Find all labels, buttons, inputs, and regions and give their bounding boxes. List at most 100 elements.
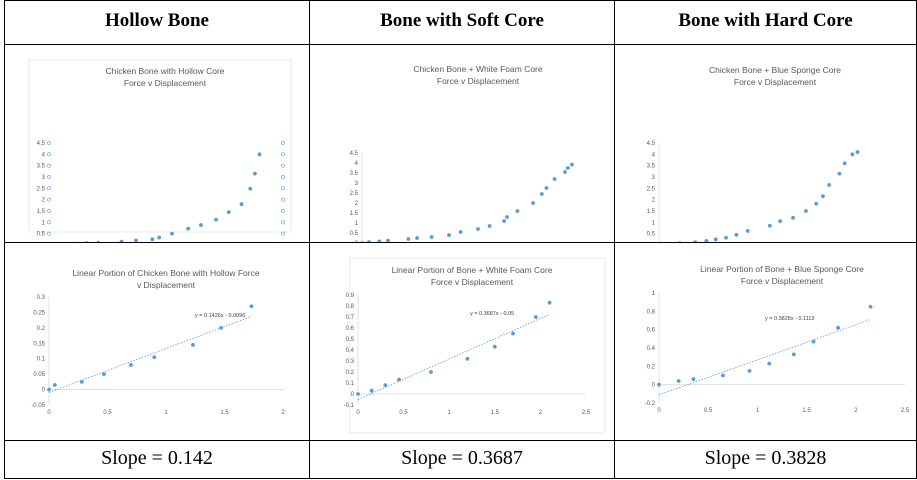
y-tick-label: -0.2 [645, 401, 656, 407]
y-tick-label: 0.5 [37, 232, 46, 238]
y-tick-label: 1 [652, 220, 656, 226]
y-axis-marker [281, 209, 285, 213]
y-tick-label: 0.6 [647, 328, 656, 334]
data-point [492, 344, 497, 349]
chart-subtitle: Force v Displacement [741, 276, 824, 286]
x-tick-label: 2 [281, 410, 285, 416]
slope-hard: Slope = 0.3828 [614, 440, 917, 479]
y-tick-label: 3.5 [350, 171, 359, 177]
data-point [377, 239, 382, 242]
y-tick-label: 0.2 [647, 364, 656, 370]
y-tick-label: 1.5 [37, 209, 46, 215]
y-tick-label: 0.1 [37, 357, 46, 363]
y-axis-marker [47, 209, 51, 213]
trendline-equation: y = 0.1426x - 0.0096 [195, 313, 245, 319]
chart-title: Linear Portion of Bone + Blue Sponge Cor… [700, 264, 864, 274]
y-axis-marker [281, 197, 285, 202]
y-tick-label: 4 [652, 152, 656, 158]
data-point [811, 339, 816, 344]
linear-portion-row: Linear Portion of Chicken Bone with Holl… [4, 242, 917, 441]
x-tick-label: 1 [448, 410, 452, 416]
trendline [658, 319, 871, 396]
y-tick-label: 4 [355, 161, 359, 167]
data-point [406, 237, 411, 241]
data-point [566, 166, 570, 170]
x-tick-label: 2 [854, 408, 858, 414]
data-point [102, 372, 106, 377]
x-tick-label: 0.5 [704, 408, 713, 414]
slope-soft: Slope = 0.3687 [309, 440, 615, 479]
trendline [357, 313, 550, 400]
data-point [150, 237, 155, 242]
data-point [429, 235, 434, 239]
y-axis-marker [47, 152, 51, 157]
y-tick-label: 3.5 [647, 164, 656, 170]
y-tick-label: 0.5 [350, 231, 359, 237]
x-tick-label: 1.5 [220, 410, 229, 416]
y-tick-label: 0 [42, 388, 46, 394]
y-tick-label: 0.05 [33, 372, 45, 378]
data-point [724, 235, 728, 240]
y-axis-marker [281, 231, 285, 236]
y-axis-marker [281, 186, 285, 191]
data-point [134, 238, 138, 242]
x-tick-label: 2.5 [901, 408, 910, 414]
data-point [531, 201, 535, 205]
y-tick-label: 0.3 [346, 359, 355, 365]
y-axis-marker [47, 186, 51, 191]
x-tick-label: 0.5 [103, 410, 112, 416]
data-point [415, 236, 419, 240]
chart-title: Chicken Bone + Blue Sponge Core [709, 65, 841, 75]
cell-hollow-full: Chicken Bone with Hollow Core Force v Dis… [4, 44, 310, 243]
data-point [458, 230, 463, 234]
data-point [356, 392, 360, 396]
data-point [515, 209, 520, 213]
y-tick-label: 0.4 [647, 346, 656, 352]
y-tick-label: 0.15 [33, 341, 45, 347]
chart-hard-linear: Linear Portion of Bone + Blue Sponge Cor… [645, 264, 910, 414]
data-point [191, 342, 195, 347]
data-point [778, 219, 783, 224]
data-point [239, 202, 244, 207]
y-axis-marker [281, 152, 285, 157]
y-tick-label: 0.9 [346, 293, 355, 299]
y-tick-label: 3 [42, 175, 46, 181]
data-point [842, 161, 847, 166]
y-axis-marker [281, 175, 285, 179]
trendline [48, 316, 252, 393]
y-tick-label: 0.5 [346, 337, 355, 343]
x-tick-label: 1 [756, 408, 760, 414]
data-point [129, 362, 133, 367]
y-tick-label: 2 [355, 201, 359, 207]
data-point [360, 241, 364, 242]
y-tick-label: 1.5 [647, 209, 656, 215]
chart-title: Linear Portion of Chicken Bone with Holl… [72, 268, 259, 278]
x-tick-label: 0 [657, 408, 661, 414]
chart-hard-full: Chicken Bone + Blue Sponge Core Force v D… [647, 65, 860, 242]
y-tick-label: 3 [652, 175, 656, 181]
data-point [713, 237, 718, 242]
data-point [747, 369, 752, 373]
y-axis-marker [281, 141, 285, 145]
data-point [257, 152, 262, 157]
y-tick-label: 2 [652, 198, 656, 204]
y-tick-label: 3 [355, 181, 359, 187]
data-point [704, 239, 709, 242]
header-hard-core: Bone with Hard Core [614, 0, 917, 45]
data-point [397, 377, 401, 382]
data-point [676, 379, 681, 383]
chart-subtitle: v Displacement [137, 280, 196, 290]
cell-hard-linear: Linear Portion of Bone + Blue Sponge Cor… [614, 242, 917, 441]
data-point [563, 170, 567, 174]
y-tick-label: 0.8 [346, 304, 355, 310]
y-tick-label: 0 [652, 383, 656, 389]
y-tick-label: 0.8 [647, 309, 656, 315]
data-point [79, 379, 84, 384]
y-tick-label: 2 [42, 198, 46, 204]
x-tick-label: 1.5 [491, 410, 500, 416]
data-point [47, 387, 51, 392]
y-tick-label: 4.5 [37, 141, 46, 147]
x-tick-label: 0 [47, 410, 51, 416]
y-tick-label: 0 [355, 241, 359, 242]
data-point [226, 210, 231, 215]
